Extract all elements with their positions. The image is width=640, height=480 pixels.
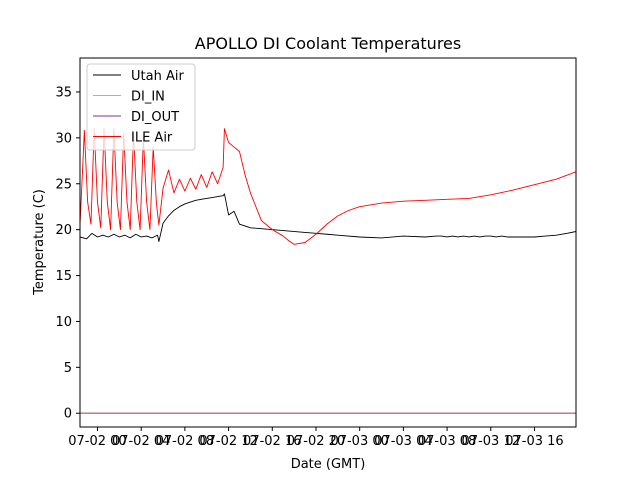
series-line-utah-air: [80, 193, 576, 243]
legend-label: ILE Air: [131, 131, 173, 146]
plot-area: [79, 57, 577, 428]
chart-title: APOLLO DI Coolant Temperatures: [195, 34, 461, 53]
x-tick-label: 07-02 16: [243, 434, 301, 449]
x-tick-label: 07-02 00: [68, 434, 126, 449]
legend-label: Utah Air: [131, 69, 184, 84]
legend-box: [86, 63, 196, 151]
y-tick-label: 35: [55, 85, 72, 100]
x-axis-label: Date (GMT): [291, 457, 366, 472]
y-tick-label: 25: [55, 177, 72, 192]
series-layer: [80, 128, 576, 414]
x-tick-label: 07-03 04: [374, 434, 432, 449]
y-axis-label: Temperature (C): [32, 189, 47, 296]
legend: Utah Air DI_IN DI_OUT ILE Air: [86, 63, 196, 151]
y-tick-label: 20: [55, 223, 72, 238]
x-tick-label: 07-02 20: [287, 434, 345, 449]
x-tick-label: 07-03 16: [505, 434, 563, 449]
y-tick-label: 5: [64, 361, 72, 376]
x-tick-label: 07-02 12: [199, 434, 257, 449]
axes-frame: [79, 57, 577, 428]
x-tick-label: 07-03 00: [330, 434, 388, 449]
y-tick-label: 0: [64, 407, 72, 422]
y-tick-label: 10: [55, 315, 72, 330]
y-tick-label: 30: [55, 131, 72, 146]
series-line-ile-air: [80, 128, 576, 245]
legend-label: DI_OUT: [131, 110, 179, 125]
x-tick-label: 07-03 12: [462, 434, 520, 449]
y-axis-ticks: 0 5 10 15 20 25 30 35: [55, 85, 80, 422]
legend-label: DI_IN: [131, 90, 165, 105]
x-tick-label: 07-02 04: [112, 434, 170, 449]
y-tick-label: 15: [55, 269, 72, 284]
x-tick-label: 07-03 08: [418, 434, 476, 449]
x-tick-label: 07-02 08: [156, 434, 214, 449]
